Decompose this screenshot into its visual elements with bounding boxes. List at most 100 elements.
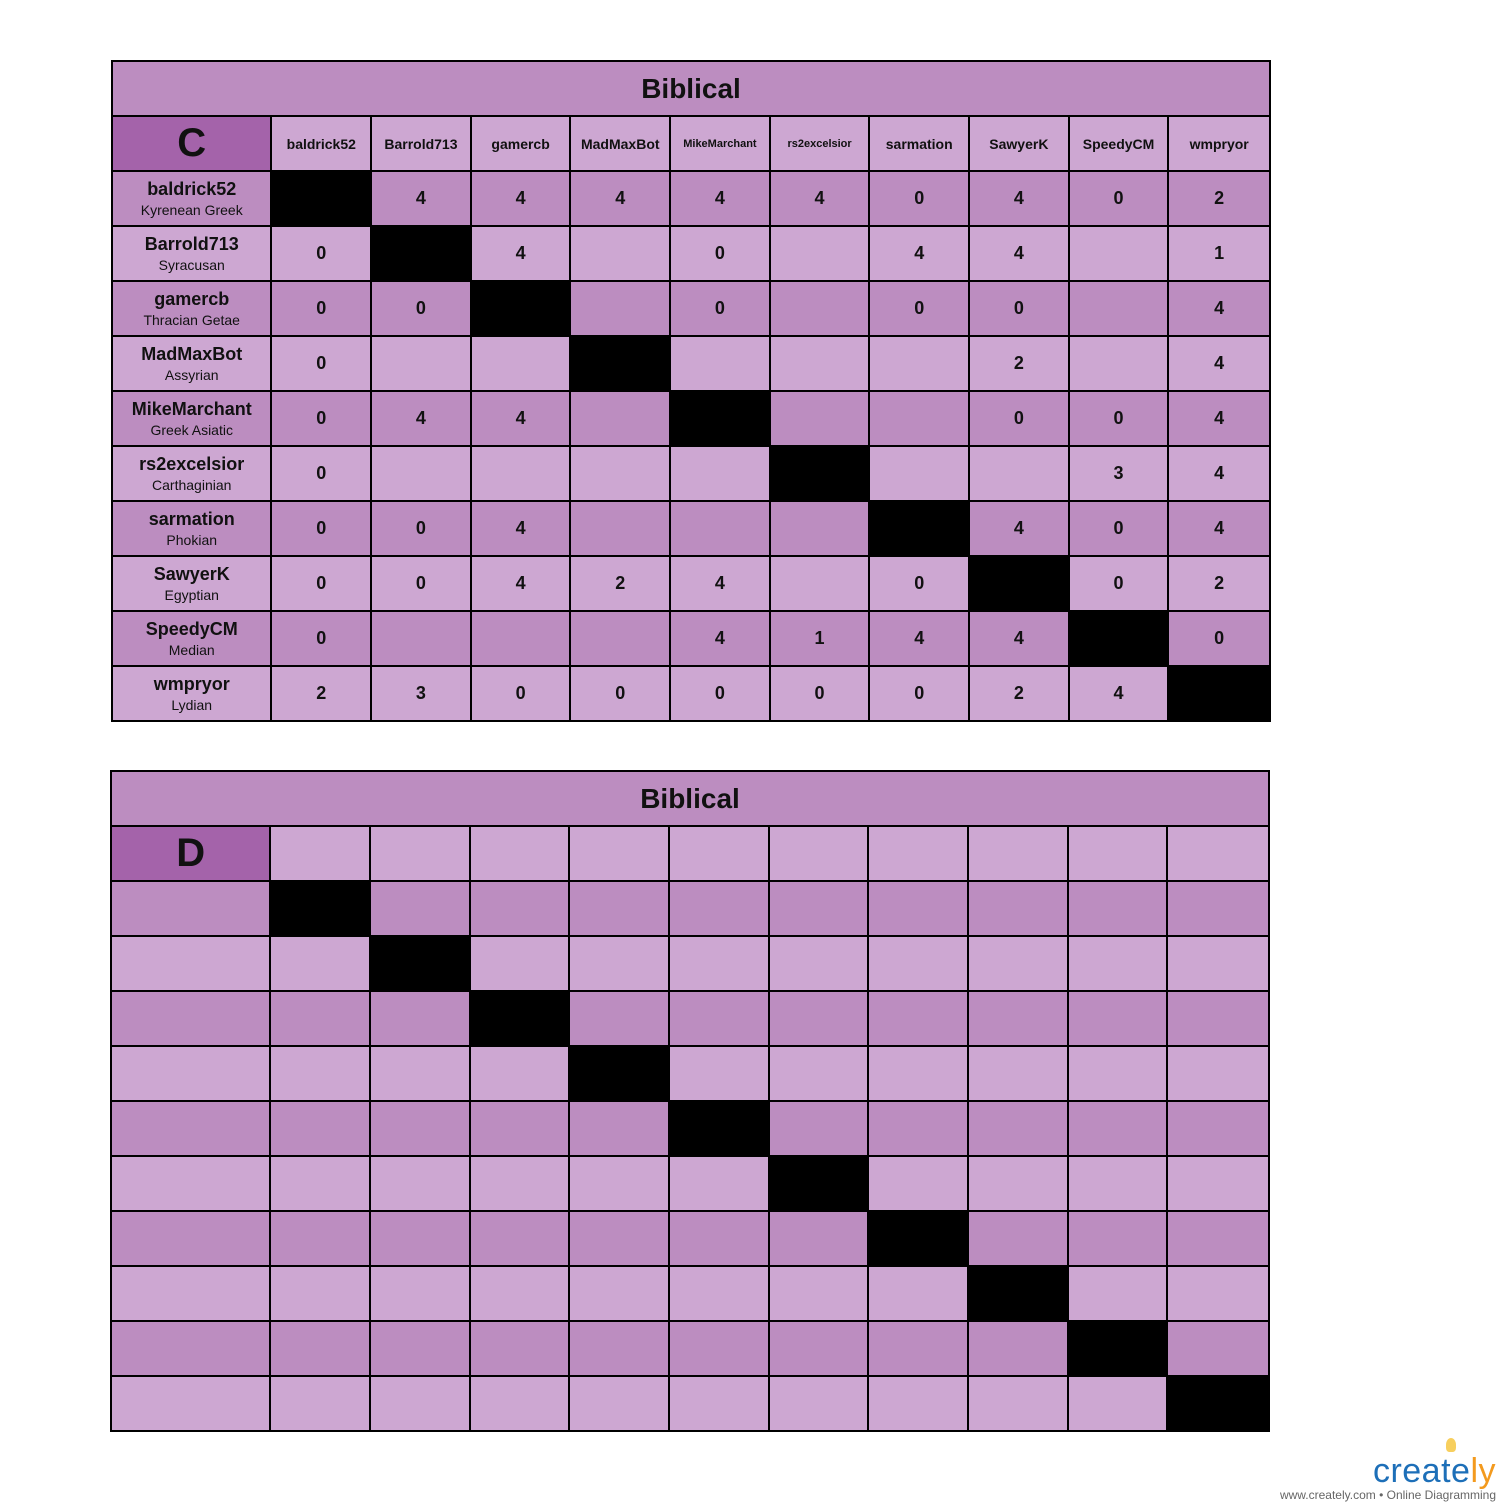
score-cell — [969, 937, 1069, 990]
diagonal-cell — [470, 992, 571, 1045]
score-cell — [1068, 1212, 1169, 1265]
score-cell — [271, 1047, 372, 1100]
table-row — [112, 937, 1269, 992]
score-cell — [969, 1047, 1069, 1100]
player-name: SpeedyCM — [145, 619, 238, 639]
player-name: SawyerK — [153, 564, 230, 584]
score-cell — [371, 1157, 471, 1210]
score-cell — [1068, 1377, 1169, 1430]
score-cell — [470, 1212, 571, 1265]
row-header: gamercb Thracian Getae — [113, 282, 273, 335]
creately-logo: creately — [1372, 1452, 1496, 1490]
score-cell: 4 — [870, 612, 971, 665]
score-cell — [271, 1102, 372, 1155]
score-cell: 3 — [1069, 447, 1170, 500]
score-cell — [969, 1212, 1069, 1265]
column-header: rs2excelsior — [770, 117, 871, 170]
row-header: MikeMarchant Greek Asiatic — [113, 392, 273, 445]
score-cell: 0 — [272, 337, 373, 390]
score-cell: 2 — [970, 667, 1070, 720]
score-cell — [671, 447, 771, 500]
score-cell — [1069, 282, 1170, 335]
score-cell: 4 — [870, 227, 971, 280]
score-cell — [769, 1212, 870, 1265]
score-cell — [471, 447, 572, 500]
score-cell — [770, 282, 871, 335]
row-header — [112, 882, 272, 935]
score-cell — [1168, 882, 1269, 935]
score-cell: 0 — [870, 557, 971, 610]
header-row: D — [112, 827, 1269, 882]
score-cell — [570, 1102, 671, 1155]
column-header — [1068, 827, 1169, 880]
diagonal-cell — [1169, 667, 1270, 720]
score-cell — [372, 612, 472, 665]
score-cell — [870, 337, 971, 390]
score-cell — [969, 882, 1069, 935]
score-cell — [271, 1267, 372, 1320]
column-header: wmpryor — [1169, 117, 1270, 170]
score-cell: 4 — [970, 227, 1070, 280]
score-cell: 4 — [970, 172, 1070, 225]
row-header — [112, 1102, 272, 1155]
player-name: sarmation — [148, 509, 235, 529]
score-cell: 0 — [272, 612, 373, 665]
score-cell — [670, 882, 770, 935]
score-cell: 0 — [1069, 172, 1170, 225]
score-cell: 0 — [870, 667, 971, 720]
lightbulb-icon — [1446, 1438, 1456, 1452]
row-header — [112, 1267, 272, 1320]
corner-label: D — [112, 827, 272, 880]
score-cell — [969, 1377, 1069, 1430]
score-cell — [770, 337, 871, 390]
score-cell: 4 — [372, 172, 472, 225]
score-cell — [570, 1267, 671, 1320]
score-cell: 0 — [272, 282, 373, 335]
row-header — [112, 992, 272, 1045]
score-cell — [769, 882, 870, 935]
score-cell — [271, 1157, 372, 1210]
table-row: Barrold713 Syracusan 0 4 0 4 4 1 — [113, 227, 1270, 282]
score-cell: 0 — [372, 502, 472, 555]
corner-label: C — [113, 117, 273, 170]
diagonal-cell — [372, 227, 472, 280]
score-cell — [970, 447, 1070, 500]
score-cell — [571, 447, 672, 500]
score-cell — [1069, 227, 1170, 280]
player-name: MadMaxBot — [141, 344, 243, 364]
score-cell — [1068, 992, 1169, 1045]
score-cell — [670, 992, 770, 1045]
score-cell — [1168, 1157, 1269, 1210]
score-cell — [470, 1377, 571, 1430]
score-cell — [769, 1322, 870, 1375]
row-header — [112, 1047, 272, 1100]
score-cell — [271, 937, 372, 990]
score-cell — [671, 337, 771, 390]
score-cell: 0 — [1169, 612, 1270, 665]
player-name: Barrold713 — [144, 234, 239, 254]
diagonal-cell — [1069, 612, 1170, 665]
score-cell — [1168, 937, 1269, 990]
row-header: sarmation Phokian — [113, 502, 273, 555]
score-cell — [371, 1322, 471, 1375]
score-cell — [570, 1157, 671, 1210]
row-header — [112, 1377, 272, 1430]
score-cell — [1069, 337, 1170, 390]
score-cell — [571, 392, 672, 445]
score-cell: 0 — [870, 172, 971, 225]
score-cell — [1168, 1047, 1269, 1100]
score-cell: 4 — [471, 172, 572, 225]
column-header: SawyerK — [970, 117, 1070, 170]
score-cell: 0 — [770, 667, 871, 720]
score-cell — [371, 882, 471, 935]
table-row — [112, 992, 1269, 1047]
table-d-title: Biblical — [112, 772, 1268, 827]
column-header: gamercb — [471, 117, 572, 170]
score-cell — [1168, 1102, 1269, 1155]
score-cell: 0 — [471, 667, 572, 720]
score-cell — [1168, 1267, 1269, 1320]
score-cell: 0 — [571, 667, 672, 720]
table-row — [112, 1322, 1269, 1377]
score-cell — [1068, 1267, 1169, 1320]
score-cell: 4 — [471, 502, 572, 555]
